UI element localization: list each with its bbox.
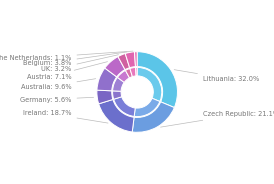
Wedge shape bbox=[117, 70, 130, 82]
Wedge shape bbox=[97, 90, 113, 104]
Wedge shape bbox=[99, 100, 134, 132]
Text: Austria: 7.1%: Austria: 7.1% bbox=[27, 62, 107, 80]
Wedge shape bbox=[137, 67, 162, 102]
Wedge shape bbox=[113, 91, 122, 99]
Text: Czech Republic: 21.1%: Czech Republic: 21.1% bbox=[161, 111, 274, 127]
Text: Germany: 5.6%: Germany: 5.6% bbox=[20, 97, 94, 103]
Wedge shape bbox=[137, 52, 178, 108]
Wedge shape bbox=[118, 54, 130, 70]
Wedge shape bbox=[132, 102, 174, 132]
Text: Belgium: 3.8%: Belgium: 3.8% bbox=[23, 52, 127, 66]
Wedge shape bbox=[105, 57, 125, 77]
Wedge shape bbox=[130, 68, 136, 77]
Wedge shape bbox=[135, 52, 137, 67]
Wedge shape bbox=[134, 98, 160, 117]
Wedge shape bbox=[136, 67, 137, 76]
Wedge shape bbox=[97, 68, 117, 91]
Text: UK: 3.2%: UK: 3.2% bbox=[41, 55, 118, 72]
Wedge shape bbox=[125, 68, 132, 78]
Wedge shape bbox=[114, 97, 135, 116]
Text: Lithuania: 32.0%: Lithuania: 32.0% bbox=[174, 70, 259, 82]
Wedge shape bbox=[113, 77, 124, 91]
Text: The Netherlands: 1.1%: The Netherlands: 1.1% bbox=[0, 51, 133, 61]
Text: Australia: 9.6%: Australia: 9.6% bbox=[21, 79, 96, 90]
Wedge shape bbox=[125, 52, 135, 68]
Text: Ireland: 18.7%: Ireland: 18.7% bbox=[23, 110, 108, 123]
